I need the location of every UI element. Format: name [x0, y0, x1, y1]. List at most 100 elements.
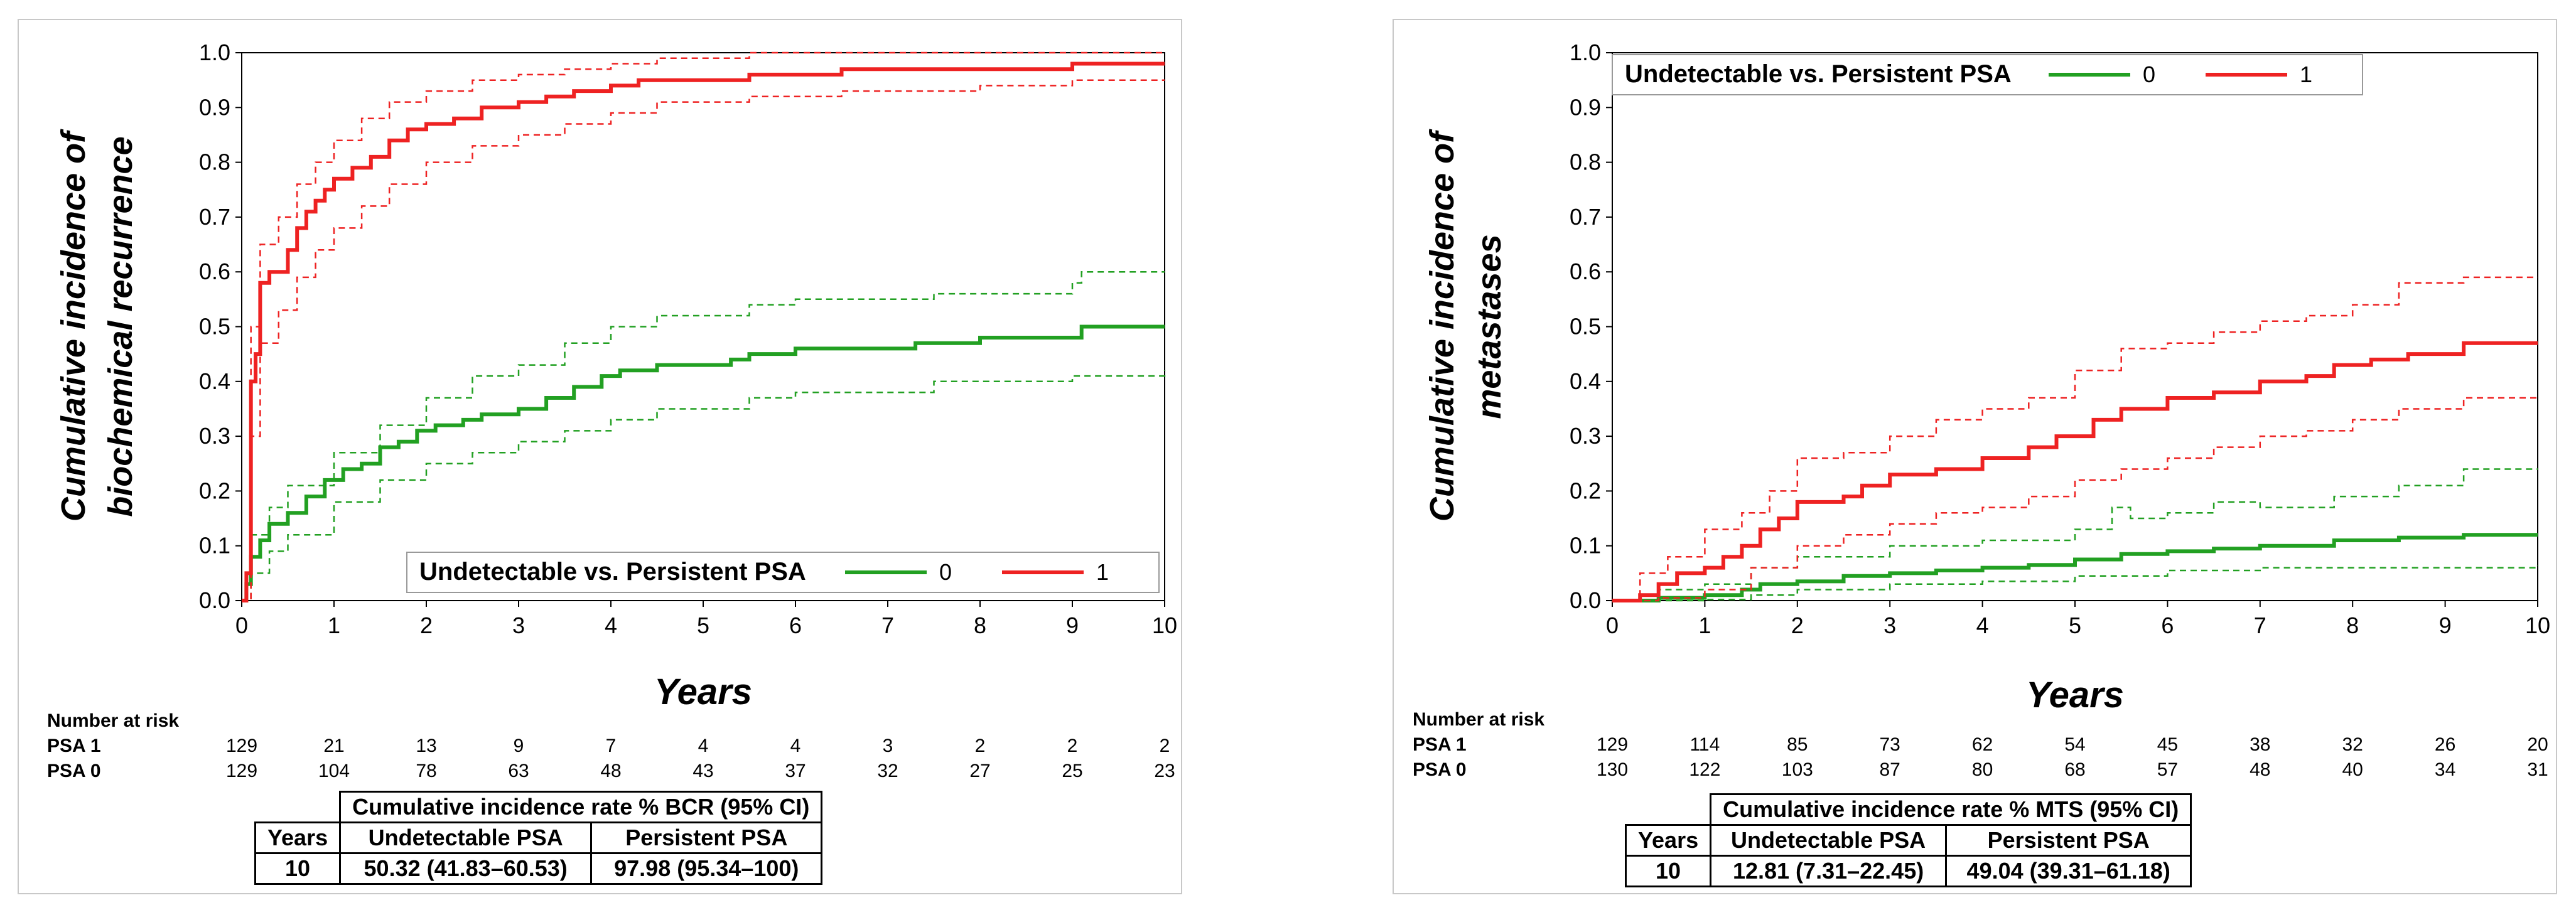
x-tick-label: 7: [2254, 613, 2266, 638]
risk-value: 43: [693, 761, 714, 781]
y-tick-label: 0.1: [1570, 533, 1601, 559]
y-axis-label: metastases: [1470, 234, 1508, 419]
y-tick-label: 0.7: [199, 204, 230, 230]
ci-col-years: Years: [1624, 824, 1712, 857]
risk-value: 2: [1067, 736, 1078, 756]
x-axis-label: Years: [654, 672, 752, 712]
risk-value: 114: [1689, 734, 1720, 755]
risk-value: 20: [2527, 734, 2548, 755]
y-tick-label: 0.8: [1570, 149, 1601, 175]
ci-table-header: Cumulative incidence rate % BCR (95% CI): [339, 791, 823, 823]
bcr-panel: 0.0 0.1 0.2 0.3 0.4 0.5 0.6 0.7 0.8 0.9 1.0 0 1 2 3 4 5 6…: [18, 19, 1182, 894]
x-tick-label: 9: [2439, 613, 2452, 638]
legend-label-0: 0: [2143, 62, 2155, 87]
y-tick-label: 0.6: [199, 259, 230, 284]
series-line-0: [242, 324, 1165, 602]
risk-value: 4: [790, 736, 801, 756]
risk-value: 31: [2527, 759, 2548, 780]
y-tick-label: 0.1: [199, 533, 230, 559]
risk-value: 80: [1971, 759, 1993, 780]
y-tick-label: 0.3: [199, 423, 230, 449]
legend-label-1: 1: [1096, 559, 1109, 585]
ci-col-years: Years: [254, 821, 342, 854]
ci-persistent-value: 97.98 (95.34–100): [590, 852, 823, 885]
ci-undetectable-value: 50.32 (41.83–60.53): [339, 852, 593, 885]
risk-value: 37: [785, 761, 806, 781]
series-line-0-lower-ci: [1612, 565, 2539, 602]
ci-year-value: 10: [1624, 855, 1712, 887]
series-line-0-upper-ci: [242, 270, 1165, 602]
x-tick-label: 2: [1791, 613, 1804, 638]
risk-value: 32: [877, 761, 898, 781]
x-tick-label: 9: [1066, 613, 1079, 638]
risk-value: 26: [2434, 734, 2456, 755]
y-tick-label: 1.0: [1570, 40, 1601, 65]
series-line-1-lower-ci: [242, 79, 1165, 602]
y-tick-label: 0.0: [199, 587, 230, 613]
risk-value: 63: [508, 761, 529, 781]
series-line-0-upper-ci: [1612, 468, 2538, 602]
y-tick-label: 0.0: [1570, 587, 1601, 613]
y-tick-label: 0.4: [1570, 368, 1601, 394]
x-tick-label: 7: [881, 613, 894, 638]
risk-value: 38: [2250, 734, 2271, 755]
risk-value: 21: [323, 736, 345, 756]
x-tick-label: 8: [974, 613, 986, 638]
x-tick-label: 4: [605, 613, 617, 638]
x-tick-label: 6: [789, 613, 802, 638]
x-tick-label: 0: [1606, 613, 1619, 638]
ci-table-corner: [255, 791, 340, 823]
risk-value: 27: [969, 761, 991, 781]
y-tick-label: 1.0: [199, 40, 230, 65]
risk-table-title: Number at risk: [47, 710, 180, 731]
risk-value: 54: [2064, 734, 2086, 755]
x-tick-label: 5: [697, 613, 709, 638]
risk-value: 13: [416, 736, 437, 756]
risk-value: 129: [225, 761, 258, 781]
risk-row-label-psa1: PSA 1: [47, 736, 101, 756]
legend-title: Undetectable vs. Persistent PSA: [1625, 60, 2012, 88]
x-tick-label: 5: [2069, 613, 2081, 638]
ci-col-persistent: Persistent PSA: [1945, 824, 2192, 857]
bcr-chart: 0.0 0.1 0.2 0.3 0.4 0.5 0.6 0.7 0.8 0.9 1.0 0 1 2 3 4 5 6…: [55, 40, 1177, 712]
y-tick-label: 0.3: [1570, 423, 1601, 449]
x-tick-label: 3: [512, 613, 525, 638]
series-line-1-lower-ci: [1612, 397, 2538, 602]
risk-value: 122: [1689, 759, 1721, 780]
risk-value: 129: [1596, 734, 1629, 755]
series-line-0: [1612, 533, 2538, 602]
y-tick-label: 0.2: [1570, 478, 1601, 503]
risk-value: 2: [1159, 736, 1170, 756]
x-tick-label: 0: [235, 613, 248, 638]
ci-table: Cumulative incidence rate % BCR (95% CI)…: [254, 791, 823, 885]
x-tick-label: 4: [1976, 613, 1989, 638]
risk-value: 103: [1781, 759, 1813, 780]
y-tick-label: 0.8: [199, 149, 230, 175]
risk-value: 78: [416, 761, 437, 781]
metastases-chart: 0.0 0.1 0.2 0.3 0.4 0.5 0.6 0.7 0.8 0.9 1.0 0 1 2 3 4 5 6…: [1423, 40, 2550, 715]
risk-value: 85: [1787, 734, 1808, 755]
risk-value: 129: [225, 736, 258, 756]
risk-value: 68: [2064, 759, 2086, 780]
risk-row-label-psa0: PSA 0: [47, 761, 101, 781]
ci-persistent-value: 49.04 (39.31–61.18): [1945, 855, 2192, 887]
y-axis-label: Cumulative incidence of: [1423, 129, 1461, 522]
plot-frame: [241, 52, 1165, 601]
x-axis-label: Years: [2026, 675, 2124, 715]
series-line-1-upper-ci: [1612, 276, 2538, 602]
risk-value: 62: [1971, 734, 1993, 755]
legend-label-0: 0: [939, 559, 952, 585]
y-tick-label: 0.9: [1570, 94, 1601, 120]
x-tick-label: 2: [420, 613, 433, 638]
series-line-1: [1612, 341, 2538, 602]
risk-value: 23: [1154, 761, 1175, 781]
x-tick-label: 10: [2525, 613, 2550, 638]
ci-table-corner: [1625, 794, 1711, 826]
plot-frame: [1612, 52, 2538, 601]
y-axis-label: biochemical recurrence: [102, 136, 139, 516]
risk-value: 34: [2434, 759, 2456, 780]
x-tick-label: 6: [2161, 613, 2174, 638]
y-tick-label: 0.2: [199, 478, 230, 503]
y-tick-label: 0.5: [1570, 314, 1601, 340]
risk-value: 57: [2157, 759, 2179, 780]
